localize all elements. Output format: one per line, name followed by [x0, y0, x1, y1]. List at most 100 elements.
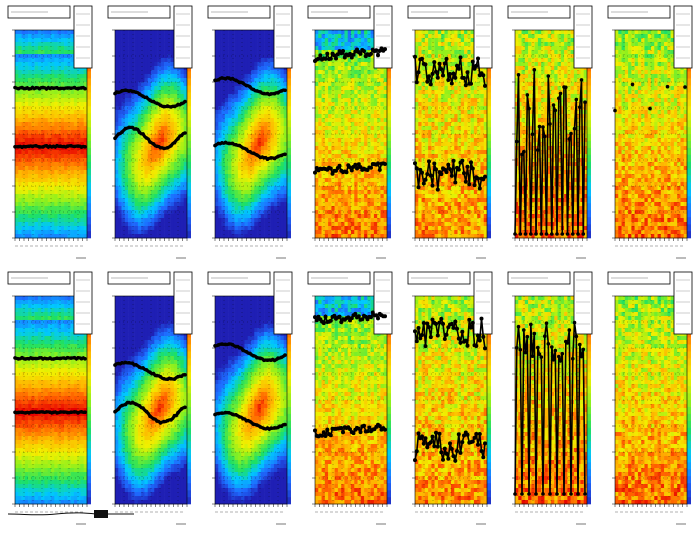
- heatmap-cell: [328, 206, 332, 211]
- heatmap-cell: [44, 114, 49, 119]
- heatmap-cell: [270, 78, 275, 83]
- heatmap-cell: [218, 54, 222, 59]
- heatmap-cell: [237, 178, 242, 183]
- heatmap-cell: [57, 146, 62, 151]
- heatmap-cell: [370, 158, 375, 163]
- heatmap-cell: [280, 178, 285, 183]
- heatmap-cell: [151, 54, 155, 59]
- heatmap-cell: [251, 174, 255, 179]
- heatmap-cell: [341, 178, 345, 183]
- heatmap-cell: [218, 82, 222, 87]
- heatmap-cell: [283, 78, 288, 83]
- heatmap-cell: [257, 230, 262, 235]
- heatmap-cell: [115, 30, 119, 35]
- heatmap-cell: [344, 206, 349, 211]
- heatmap-cell: [173, 98, 178, 103]
- heatmap-cell: [134, 142, 139, 147]
- heatmap-cell: [124, 30, 129, 35]
- heatmap-cell: [244, 142, 249, 147]
- heatmap-cell: [215, 150, 219, 155]
- heatmap-cell: [83, 74, 88, 79]
- heatmap-cell: [267, 106, 271, 111]
- heatmap-cell: [221, 182, 226, 187]
- colorbar-cell: [287, 175, 291, 183]
- heatmap-cell: [24, 126, 29, 131]
- heatmap-cell: [354, 154, 358, 159]
- heatmap-cell: [131, 202, 135, 207]
- heatmap-cell: [141, 102, 145, 107]
- heatmap-cell: [157, 114, 162, 119]
- heatmap-cell: [324, 122, 329, 127]
- heatmap-cell: [347, 102, 352, 107]
- heatmap-cell: [283, 210, 288, 215]
- heatmap-cell: [364, 70, 368, 75]
- heatmap-cell: [328, 198, 332, 203]
- heatmap-cell: [267, 166, 271, 171]
- heatmap-cell: [154, 222, 158, 227]
- heatmap-cell: [70, 46, 75, 51]
- heatmap-cell: [321, 78, 326, 83]
- heatmap-cell: [134, 186, 139, 191]
- heatmap-cell: [257, 74, 262, 79]
- heatmap-cell: [254, 86, 258, 91]
- heatmap-cell: [118, 202, 122, 207]
- heatmap-cell: [218, 102, 222, 107]
- heatmap-cell: [28, 34, 32, 39]
- heatmap-cell: [377, 198, 381, 203]
- heatmap-cell: [51, 174, 55, 179]
- heatmap-cell: [157, 206, 162, 211]
- heatmap-cell: [164, 134, 168, 139]
- data-point: [55, 143, 59, 148]
- heatmap-cell: [341, 202, 345, 207]
- data-point: [130, 125, 135, 130]
- heatmap-cell: [324, 170, 329, 175]
- heatmap-cell: [173, 214, 178, 219]
- colorbar-cell: [87, 217, 91, 225]
- heatmap-cell: [51, 34, 55, 39]
- heatmap-cell: [215, 210, 219, 215]
- heatmap-cell: [170, 138, 175, 143]
- heatmap-cell: [37, 134, 42, 139]
- heatmap-cell: [177, 118, 181, 123]
- heatmap-cell: [137, 146, 142, 151]
- heatmap-cell: [241, 194, 245, 199]
- heatmap-cell: [360, 70, 365, 75]
- heatmap-cell: [60, 222, 65, 227]
- heatmap-cell: [367, 230, 371, 235]
- heatmap-cell: [228, 110, 232, 115]
- heatmap-cell: [118, 102, 122, 107]
- heatmap-cell: [270, 190, 275, 195]
- heatmap-cell: [137, 78, 142, 83]
- heatmap-cell: [237, 134, 242, 139]
- heatmap-cell: [70, 94, 75, 99]
- heatmap-cell: [73, 150, 78, 155]
- heatmap-cell: [24, 198, 29, 203]
- heatmap-cell: [277, 126, 281, 131]
- heatmap-cell: [273, 214, 278, 219]
- heatmap-cell: [134, 102, 139, 107]
- heatmap-cell: [144, 42, 149, 47]
- heatmap-cell: [267, 150, 271, 155]
- heatmap-cell: [234, 158, 239, 163]
- heatmap-cell: [231, 102, 235, 107]
- data-point: [272, 156, 277, 161]
- heatmap-cell: [47, 130, 52, 135]
- heatmap-cell: [141, 158, 145, 163]
- heatmap-cell: [344, 194, 349, 199]
- heatmap-cell: [51, 82, 55, 87]
- heatmap-cell: [173, 70, 178, 75]
- heatmap-cell: [77, 106, 81, 111]
- heatmap-cell: [124, 74, 129, 79]
- heatmap-cell: [64, 74, 68, 79]
- heatmap-cell: [215, 146, 219, 151]
- heatmap-cell: [237, 226, 242, 231]
- heatmap-cell: [64, 46, 68, 51]
- heatmap-cell: [128, 202, 132, 207]
- heatmap-cell: [344, 78, 349, 83]
- heatmap-cell: [237, 218, 242, 223]
- heatmap-cell: [134, 98, 139, 103]
- heatmap-cell: [267, 46, 271, 51]
- heatmap-cell: [51, 206, 55, 211]
- heatmap-cell: [347, 182, 352, 187]
- heatmap-cell: [15, 62, 19, 67]
